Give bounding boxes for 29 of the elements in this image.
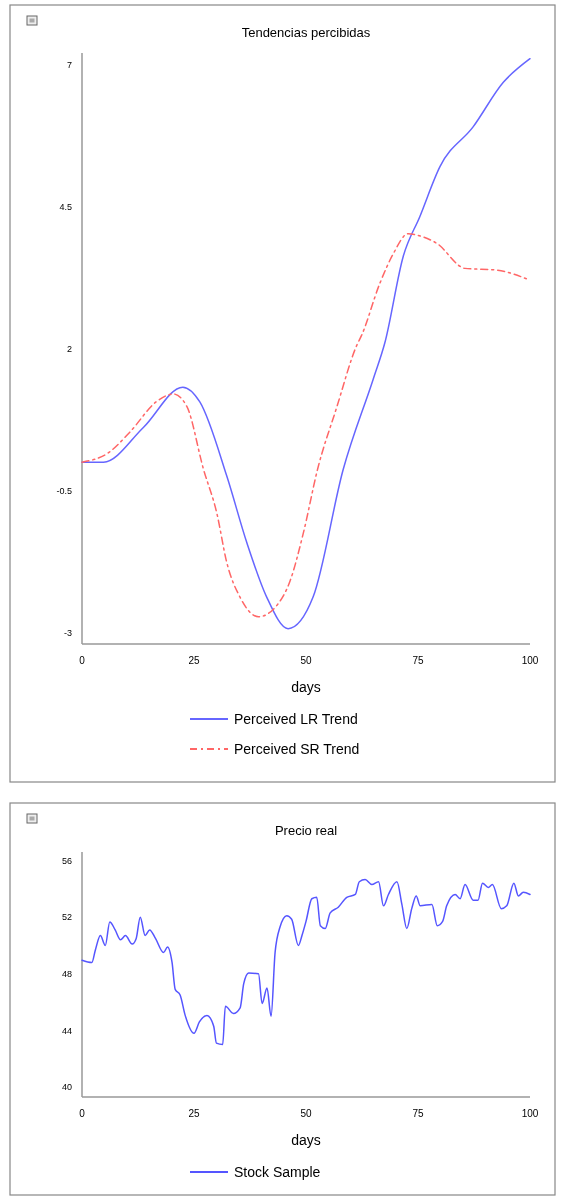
x-tick-label: 75 [412,1108,424,1119]
x-tick-label: 25 [188,1108,200,1119]
y-tick-label: 56 [61,855,72,866]
chart-title: Precio real [274,823,338,838]
x-tick-label: 50 [300,655,312,666]
legend-label: Stock Sample [234,1163,321,1180]
x-tick-label: 100 [521,655,539,666]
x-tick-label: 0 [79,1108,86,1119]
chart-title: Tendencias percibidas [241,25,371,40]
y-tick-label: -0.5 [56,485,72,496]
y-tick-label: -3 [63,627,72,638]
x-tick-label: 100 [521,1108,539,1119]
y-tick-label: 52 [61,912,72,923]
x-tick-label: 0 [79,655,86,666]
y-tick-label: 40 [61,1082,72,1093]
line-series [81,57,531,630]
y-tick-label: 44 [61,1025,72,1036]
y-tick-label: 4.5 [59,201,72,212]
x-tick-label: 50 [300,1108,312,1119]
x-axis-title: days [291,1132,321,1148]
y-tick-label: 48 [61,968,72,979]
y-tick-label: 2 [66,343,72,354]
legend-label: Perceived SR Trend [234,740,360,757]
x-tick-label: 25 [188,655,200,666]
line-series [81,878,531,1046]
x-axis-title: days [291,679,321,695]
legend-label: Perceived LR Trend [234,710,358,727]
x-tick-label: 75 [412,655,424,666]
y-tick-label: 7 [66,59,72,70]
